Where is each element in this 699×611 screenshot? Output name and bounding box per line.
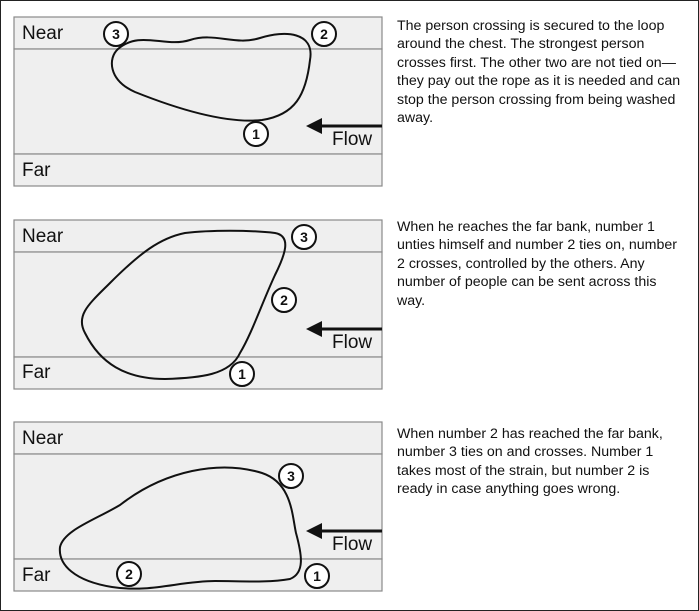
near-bank-label: Near (22, 428, 64, 449)
rope-loop (80, 229, 287, 381)
flow-label: Flow (332, 534, 373, 555)
near-bank-label: Near (22, 226, 64, 247)
person-3-marker: 3 (291, 224, 317, 250)
river-diagram (13, 219, 383, 390)
person-1-marker: 1 (229, 361, 255, 387)
panel-step-2: Near Far Flow 1 2 3 When he reaches the … (0, 203, 699, 403)
person-1-marker: 1 (304, 563, 330, 589)
rope-loop (58, 466, 302, 590)
far-bank-label: Far (22, 160, 51, 181)
person-2-marker: 2 (116, 561, 142, 587)
far-bank-label: Far (22, 362, 51, 383)
flow-arrowhead (306, 118, 322, 134)
panel-step-1: Near Far Flow 1 2 3 The person crossing … (0, 0, 699, 200)
person-2-marker: 2 (271, 287, 297, 313)
near-bank-label: Near (22, 23, 64, 44)
far-bank-label: Far (22, 565, 51, 586)
person-2-marker: 2 (311, 21, 337, 47)
near-bank (13, 219, 383, 253)
flow-label: Flow (332, 332, 373, 353)
person-3-marker: 3 (103, 21, 129, 47)
panel-step-3: Near Far Flow 1 2 3 When number 2 has re… (0, 405, 699, 605)
river-diagram (13, 16, 383, 187)
person-3-marker: 3 (278, 463, 304, 489)
rope-loop (110, 32, 312, 122)
flow-arrowhead (306, 523, 322, 539)
far-bank (13, 153, 383, 187)
near-bank (13, 421, 383, 455)
river-water (13, 251, 383, 358)
step-1-description: The person crossing is secured to the lo… (397, 18, 681, 127)
person-1-marker: 1 (243, 121, 269, 147)
step-3-description: When number 2 has reached the far bank, … (397, 426, 663, 498)
flow-arrowhead (306, 321, 322, 337)
far-bank (13, 356, 383, 390)
step-2-description: When he reaches the far bank, number 1 u… (397, 219, 677, 309)
river-water (13, 48, 383, 155)
river-water (13, 453, 383, 560)
flow-label: Flow (332, 129, 373, 150)
